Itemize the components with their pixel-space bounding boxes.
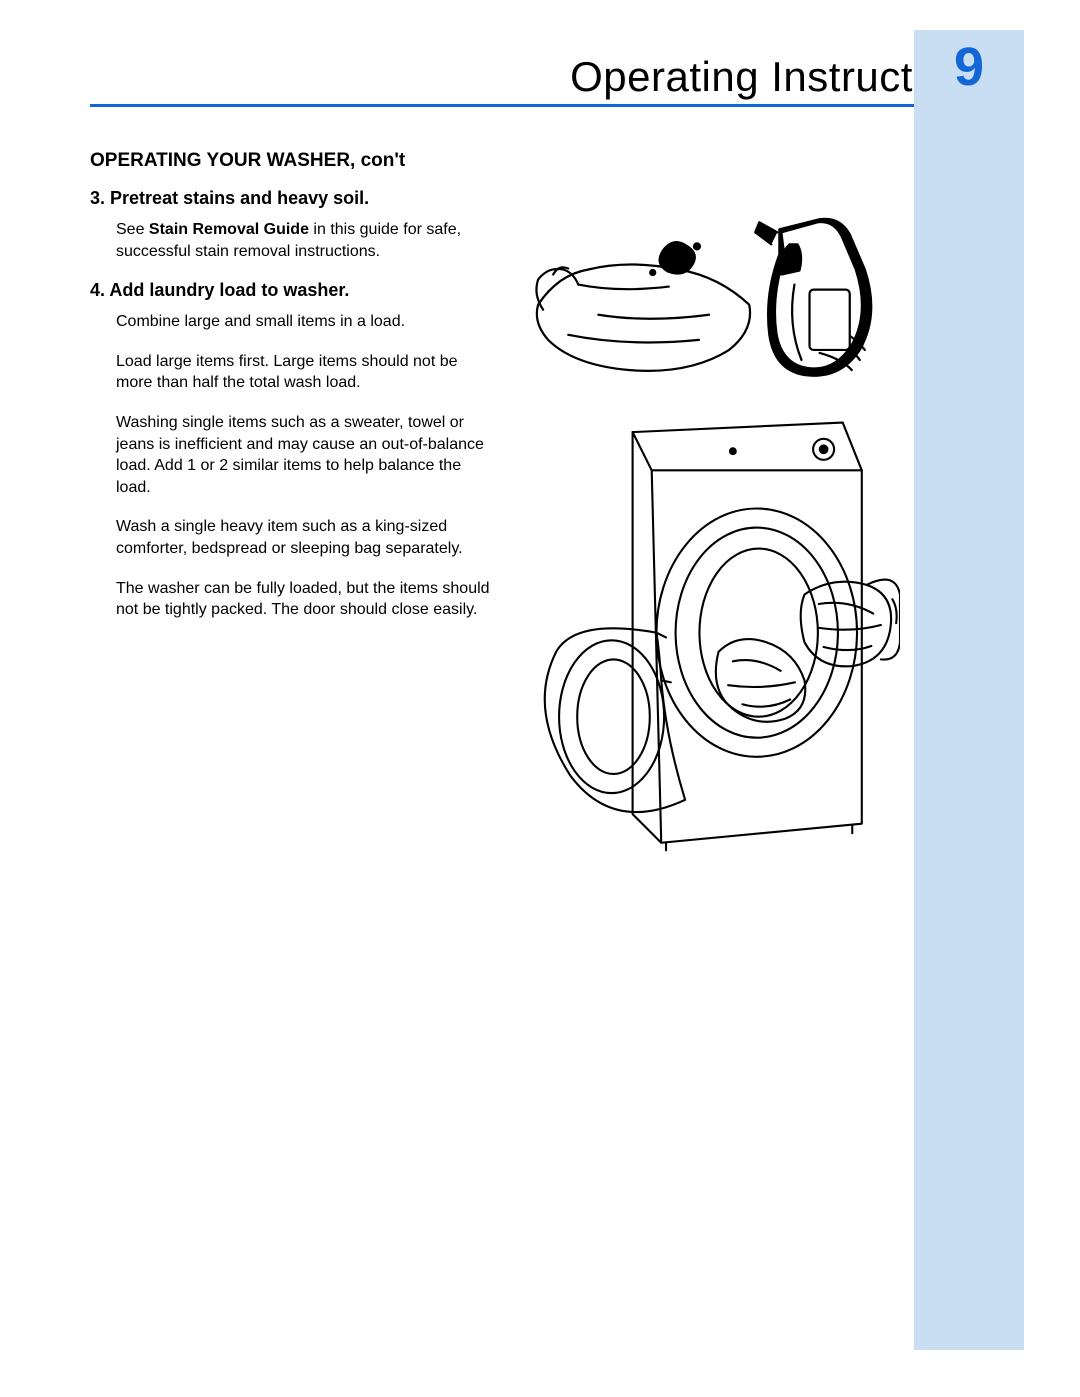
- section-heading: OPERATING YOUR WASHER, con't: [90, 150, 490, 172]
- step-3-p1-bold: Stain Removal Guide: [149, 221, 309, 238]
- step-4-paragraph-5: The washer can be fully loaded, but the …: [90, 578, 490, 621]
- step-3-heading: 3. Pretreat stains and heavy soil.: [90, 188, 490, 209]
- step-4-paragraph-2: Load large items first. Large items shou…: [90, 351, 490, 394]
- content-area: OPERATING YOUR WASHER, con't 3. Pretreat…: [90, 150, 900, 852]
- page-number: 9: [914, 30, 1024, 98]
- step-4-paragraph-3: Washing single items such as a sweater, …: [90, 412, 490, 498]
- header-rule: [90, 104, 914, 107]
- step-4-paragraph-1: Combine large and small items in a load.: [90, 311, 490, 333]
- page-number-sidebar: 9: [914, 30, 1024, 1350]
- step-3-num: 3.: [90, 188, 105, 208]
- step-4-title: Add laundry load to washer.: [109, 280, 349, 300]
- spray-pretreat-illustration: [518, 174, 900, 395]
- step-4-heading: 4. Add laundry load to washer.: [90, 280, 490, 301]
- step-4-paragraph-4: Wash a single heavy item such as a king-…: [90, 516, 490, 559]
- text-column: OPERATING YOUR WASHER, con't 3. Pretreat…: [90, 150, 490, 852]
- step-3-title: Pretreat stains and heavy soil.: [110, 188, 369, 208]
- step-4-num: 4.: [90, 280, 105, 300]
- step-3-p1-pre: See: [116, 221, 149, 238]
- load-washer-illustration: [518, 413, 900, 852]
- illustration-column: [518, 150, 900, 852]
- manual-page: 9 Operating Instructions OPERATING YOUR …: [0, 0, 1080, 1397]
- step-3-paragraph-1: See Stain Removal Guide in this guide fo…: [90, 219, 490, 262]
- page-header: Operating Instructions: [90, 48, 1024, 100]
